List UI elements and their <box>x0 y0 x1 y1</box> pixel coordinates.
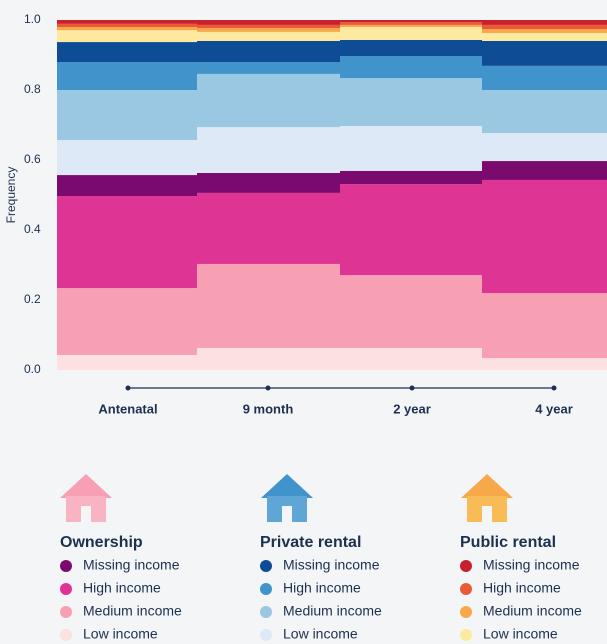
bar-segment <box>57 42 197 62</box>
bar-segment <box>482 90 607 134</box>
legend-group-title: Ownership <box>60 534 143 551</box>
legend-swatch <box>460 606 472 618</box>
x-tick-dot <box>125 385 131 391</box>
legend-swatch <box>60 629 72 641</box>
bar-segment <box>197 31 340 41</box>
bar-segment <box>197 192 340 264</box>
legend-swatch <box>60 583 72 595</box>
y-axis-label: Frequency <box>4 167 18 224</box>
bar-segment <box>340 20 482 23</box>
x-tick-dot <box>551 385 557 391</box>
x-tick-label: 2 year <box>393 401 431 416</box>
legend-label: Missing income <box>483 557 580 573</box>
legend-label: Medium income <box>83 603 182 619</box>
legend-label: Low income <box>483 626 558 642</box>
legend-swatch <box>460 560 472 572</box>
legend-label: High income <box>283 580 361 596</box>
x-tick-label: 9 month <box>243 401 294 416</box>
legend-swatch <box>260 583 272 595</box>
bar-segment <box>482 65 607 90</box>
bar-segment <box>340 56 482 79</box>
x-tick-dot <box>265 385 271 391</box>
bar-segment <box>197 172 340 193</box>
legend-label: Missing income <box>83 557 180 573</box>
bar-segment <box>482 133 607 162</box>
house-icon <box>261 474 313 522</box>
bar-segment <box>197 28 340 32</box>
bar-segment <box>340 347 482 370</box>
bar-segment <box>482 24 607 30</box>
legend-swatch <box>260 629 272 641</box>
legend-label: High income <box>83 580 161 596</box>
bar-segment <box>340 275 482 348</box>
bar-segment <box>482 20 607 25</box>
y-tick-label: 0.4 <box>24 222 41 236</box>
legend-swatch <box>260 606 272 618</box>
bar-segment <box>340 126 482 171</box>
bar-segment <box>57 354 197 370</box>
bar-segment <box>57 27 197 31</box>
legend-label: Medium income <box>483 603 582 619</box>
bar-segment <box>197 24 340 29</box>
bar-segment <box>340 22 482 25</box>
bar-segment <box>340 170 482 185</box>
bar-segment <box>197 20 340 25</box>
legend-group-title: Public rental <box>460 534 556 551</box>
bar-segment <box>482 293 607 359</box>
y-tick-label: 0.2 <box>24 292 41 306</box>
legend-group-title: Private rental <box>260 534 361 551</box>
bar-segment <box>197 73 340 128</box>
legend-swatch <box>60 606 72 618</box>
bar-segment <box>340 39 482 57</box>
legend-label: Missing income <box>283 557 380 573</box>
legend-swatch <box>60 560 72 572</box>
x-tick-label: 4 year <box>535 401 573 416</box>
bar-segment <box>482 358 607 370</box>
bar-segment <box>57 30 197 43</box>
bar-segment <box>57 140 197 176</box>
bar-segment <box>340 184 482 276</box>
x-tick-dot <box>409 385 415 391</box>
y-tick-label: 0.6 <box>24 152 41 166</box>
bar-segment <box>197 62 340 74</box>
legend-label: Low income <box>83 626 158 642</box>
bar-segment <box>57 62 197 90</box>
bar-segment <box>197 41 340 62</box>
bar-segment <box>197 127 340 173</box>
bar-segment <box>482 161 607 180</box>
bar-segment <box>482 41 607 66</box>
house-icon <box>461 474 513 522</box>
legend-label: Medium income <box>283 603 382 619</box>
bar-segment <box>340 27 482 40</box>
bar-segment <box>482 179 607 293</box>
bar-segment <box>197 347 340 370</box>
bar-segment <box>57 20 197 24</box>
bar-segment <box>197 263 340 348</box>
bar-segment <box>340 24 482 27</box>
bar-segment <box>57 175 197 197</box>
y-tick-label: 0.8 <box>24 82 41 96</box>
bar-segment <box>57 196 197 289</box>
bar-segment <box>57 90 197 141</box>
bar-segment <box>482 29 607 33</box>
legend-swatch <box>460 583 472 595</box>
house-icon <box>60 474 112 522</box>
y-tick-label: 1.0 <box>24 12 41 26</box>
legend-label: Low income <box>283 626 358 642</box>
legend-swatch <box>460 629 472 641</box>
bar-segment <box>482 32 607 41</box>
x-tick-label: Antenatal <box>98 401 157 416</box>
bar-segment <box>57 23 197 27</box>
legend-swatch <box>260 560 272 572</box>
legend-label: High income <box>483 580 561 596</box>
bar-segment <box>57 288 197 355</box>
y-tick-label: 0.0 <box>24 362 41 376</box>
bar-segment <box>340 78 482 127</box>
